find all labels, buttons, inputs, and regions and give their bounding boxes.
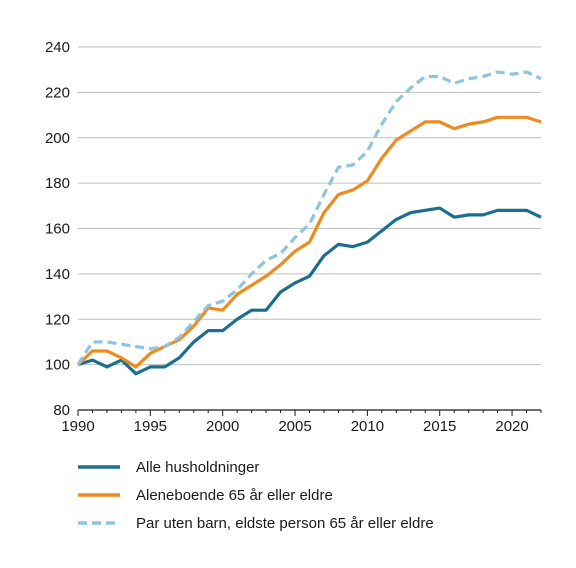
- legend-item-1: Aleneboende 65 år eller eldre: [78, 487, 333, 504]
- legend-item-0: Alle husholdninger: [78, 459, 259, 476]
- x-tick-label-1995: 1995: [134, 418, 167, 435]
- x-axis-tick-labels: 1990 1995 2000 2005 2010 2015 2020: [61, 418, 528, 435]
- legend-label-2: Par uten barn, eldste person 65 år eller…: [136, 515, 434, 532]
- x-axis: [77, 409, 542, 416]
- y-tick-label-120: 120: [45, 311, 70, 328]
- y-tick-label-180: 180: [45, 175, 70, 192]
- y-axis-tick-labels: 80 100 120 140 160 180 200 220 240: [45, 39, 70, 419]
- series-lines: [76, 70, 542, 376]
- y-tick-label-80: 80: [53, 402, 70, 419]
- x-tick-label-2005: 2005: [278, 418, 311, 435]
- y-tick-label-220: 220: [45, 84, 70, 101]
- y-tick-label-160: 160: [45, 221, 70, 238]
- x-tick-label-2010: 2010: [351, 418, 384, 435]
- legend-label-1: Aleneboende 65 år eller eldre: [136, 487, 333, 504]
- x-tick-label-2015: 2015: [423, 418, 456, 435]
- series-line-1: [76, 115, 542, 369]
- y-tick-label-200: 200: [45, 130, 70, 147]
- y-tick-label-140: 140: [45, 266, 70, 283]
- legend-item-2: Par uten barn, eldste person 65 år eller…: [78, 515, 434, 532]
- series-line-2: [76, 70, 542, 366]
- series-line-0: [77, 206, 542, 376]
- y-tick-label-100: 100: [45, 357, 70, 374]
- y-tick-label-240: 240: [45, 39, 70, 56]
- legend: Alle husholdninger Aleneboende 65 år ell…: [78, 459, 434, 532]
- legend-label-0: Alle husholdninger: [136, 459, 259, 476]
- x-tick-label-1990: 1990: [61, 418, 94, 435]
- x-tick-label-2020: 2020: [495, 418, 528, 435]
- x-tick-label-2000: 2000: [206, 418, 239, 435]
- gridlines: [78, 46, 541, 366]
